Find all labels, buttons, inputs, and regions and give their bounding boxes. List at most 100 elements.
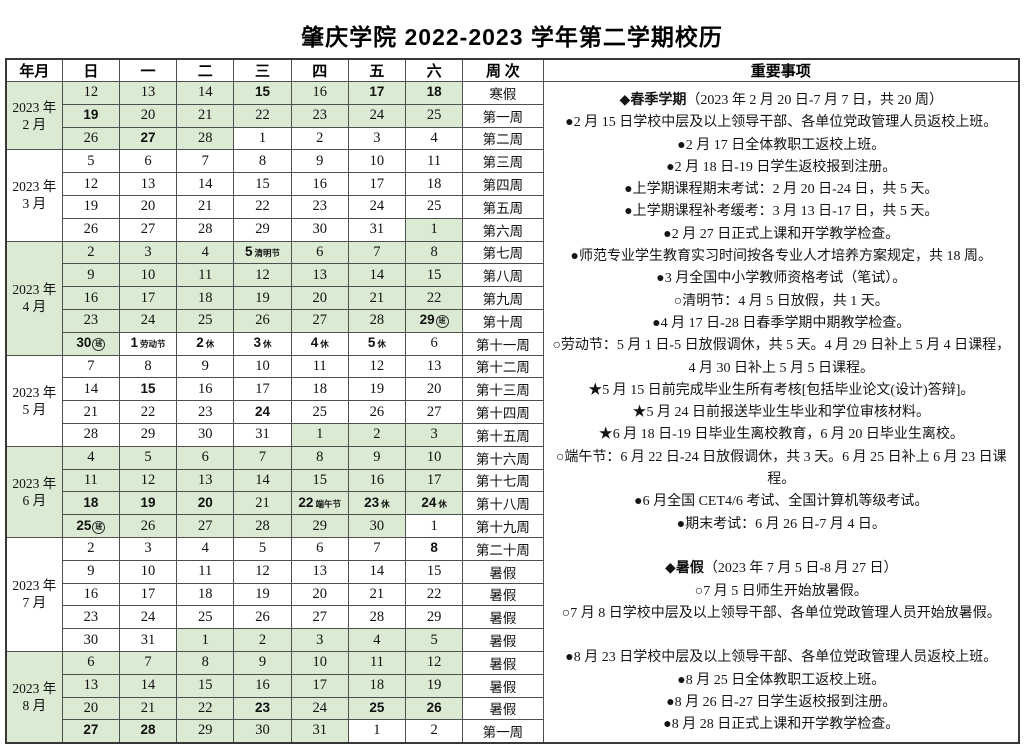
- day-cell: 30: [61, 628, 120, 652]
- day-number: 16: [312, 175, 327, 192]
- holiday-tag: 休: [205, 339, 215, 350]
- event-item: ★5 月 15 日前完成毕业生所有考核[包括毕业论文(设计)答辩]。: [588, 382, 975, 398]
- day-number: 28: [369, 312, 385, 329]
- day-number: 9: [316, 152, 324, 169]
- day-cell: 1: [347, 719, 407, 744]
- col-header-weekday: 五: [347, 58, 407, 82]
- day-number: 31: [369, 221, 385, 238]
- month-label-line: 2023 年: [12, 680, 57, 696]
- day-number: 14: [140, 677, 156, 694]
- day-cell: 14: [347, 263, 407, 288]
- day-number: 14: [369, 266, 385, 283]
- day-number: 19: [140, 494, 156, 510]
- week-label-cell: 第十二周: [462, 354, 544, 379]
- day-cell: 20: [118, 103, 178, 128]
- day-cell: 28: [176, 217, 235, 242]
- event-strong-label: 暑假: [675, 561, 704, 577]
- day-cell: 3: [118, 240, 178, 265]
- month-label-line: 2023 年: [12, 99, 57, 115]
- day-number: 2: [87, 243, 95, 260]
- day-cell: 4: [61, 445, 120, 470]
- day-number: 20: [312, 289, 327, 306]
- day-number: 9: [373, 449, 381, 466]
- day-number: 21: [140, 699, 156, 716]
- week-label-cell: 第八周: [462, 263, 544, 288]
- day-cell: 15: [176, 673, 235, 698]
- day-number: 29: [198, 722, 213, 739]
- week-label-cell: 暑假: [462, 582, 544, 607]
- day-cell: 12: [118, 468, 178, 493]
- holiday-tag: 休: [438, 498, 447, 509]
- day-cell: 18: [61, 491, 120, 516]
- col-header-weekday: 四: [290, 58, 349, 82]
- col-header-important-events: 重要事项: [542, 58, 1020, 82]
- day-number: 27: [312, 312, 327, 329]
- day-number: 29: [255, 221, 270, 238]
- day-cell: 25: [176, 605, 235, 630]
- month-label-line: 4 月: [22, 299, 47, 315]
- week-label-cell: 第十七周: [462, 468, 544, 493]
- day-cell: 20: [176, 491, 235, 516]
- week-label-cell: 暑假: [462, 696, 544, 721]
- day-cell: 9: [233, 650, 292, 675]
- day-number: 11: [198, 266, 213, 283]
- day-cell: 22: [118, 400, 178, 424]
- makeup-workday-badge: 班: [92, 520, 106, 534]
- day-cell: 27: [61, 719, 120, 744]
- calendar-week-row: 19 20 21 22 23 24 25 第一周: [6, 103, 1019, 128]
- day-cell: 16: [347, 468, 407, 493]
- day-number: 25: [312, 403, 327, 420]
- day-cell: 24: [118, 605, 178, 630]
- holiday-tag: 休: [262, 339, 272, 350]
- day-number: 1: [430, 221, 438, 238]
- day-cell: 2: [61, 536, 120, 561]
- day-cell: 30: [233, 719, 292, 744]
- calendar-week-row: 14 15 16 17 18 19 20 第十三周: [6, 377, 1019, 402]
- day-cell: 19: [347, 377, 407, 402]
- week-label-cell: 第一周: [462, 103, 544, 128]
- day-cell: 1 劳动节: [118, 331, 178, 356]
- day-cell: 25: [347, 696, 407, 721]
- day-number: 10: [369, 152, 385, 169]
- event-item: ●2 月 27 日正式上课和开学教学检查。: [663, 226, 900, 242]
- week-label-cell: 暑假: [462, 605, 544, 630]
- month-label-line: 2023 年: [12, 384, 57, 400]
- day-cell: 16: [61, 286, 120, 310]
- day-cell: 12: [405, 650, 464, 675]
- week-label-cell: 暑假: [462, 628, 544, 652]
- col-header-weekday: 日: [61, 58, 120, 82]
- day-cell: 7: [118, 650, 178, 675]
- day-number: 30: [76, 335, 92, 351]
- day-number: 14: [198, 175, 213, 192]
- week-label-cell: 第一周: [462, 719, 544, 744]
- day-cell: 24: [347, 194, 407, 219]
- day-cell: 9: [176, 354, 235, 379]
- day-cell: 12: [233, 559, 292, 584]
- day-cell: 25 班: [61, 514, 120, 538]
- day-cell: 28: [118, 719, 178, 744]
- day-cell: 31: [290, 719, 349, 744]
- day-cell: 29: [118, 422, 178, 447]
- day-cell: 3: [405, 422, 464, 447]
- day-number: 24: [369, 107, 385, 124]
- day-number: 20: [140, 107, 156, 124]
- day-number: 20: [197, 494, 213, 510]
- day-cell: 5: [405, 628, 464, 652]
- week-label-cell: 第十一周: [462, 331, 544, 356]
- day-number: 30: [312, 221, 327, 238]
- day-number: 5: [367, 335, 376, 351]
- day-number: 18: [426, 175, 442, 192]
- day-number: 11: [198, 563, 213, 580]
- calendar-week-row: 23 24 25 26 27 28 29 暑假: [6, 605, 1019, 630]
- calendar-week-row: 16 17 18 19 20 21 22 第九周: [6, 286, 1019, 310]
- day-cell: 21: [61, 400, 120, 424]
- day-number: 8: [144, 357, 152, 374]
- day-number: 7: [373, 540, 381, 557]
- day-number: 3: [316, 631, 324, 648]
- calendar-week-row: 16 17 18 19 20 21 22 暑假: [6, 582, 1019, 607]
